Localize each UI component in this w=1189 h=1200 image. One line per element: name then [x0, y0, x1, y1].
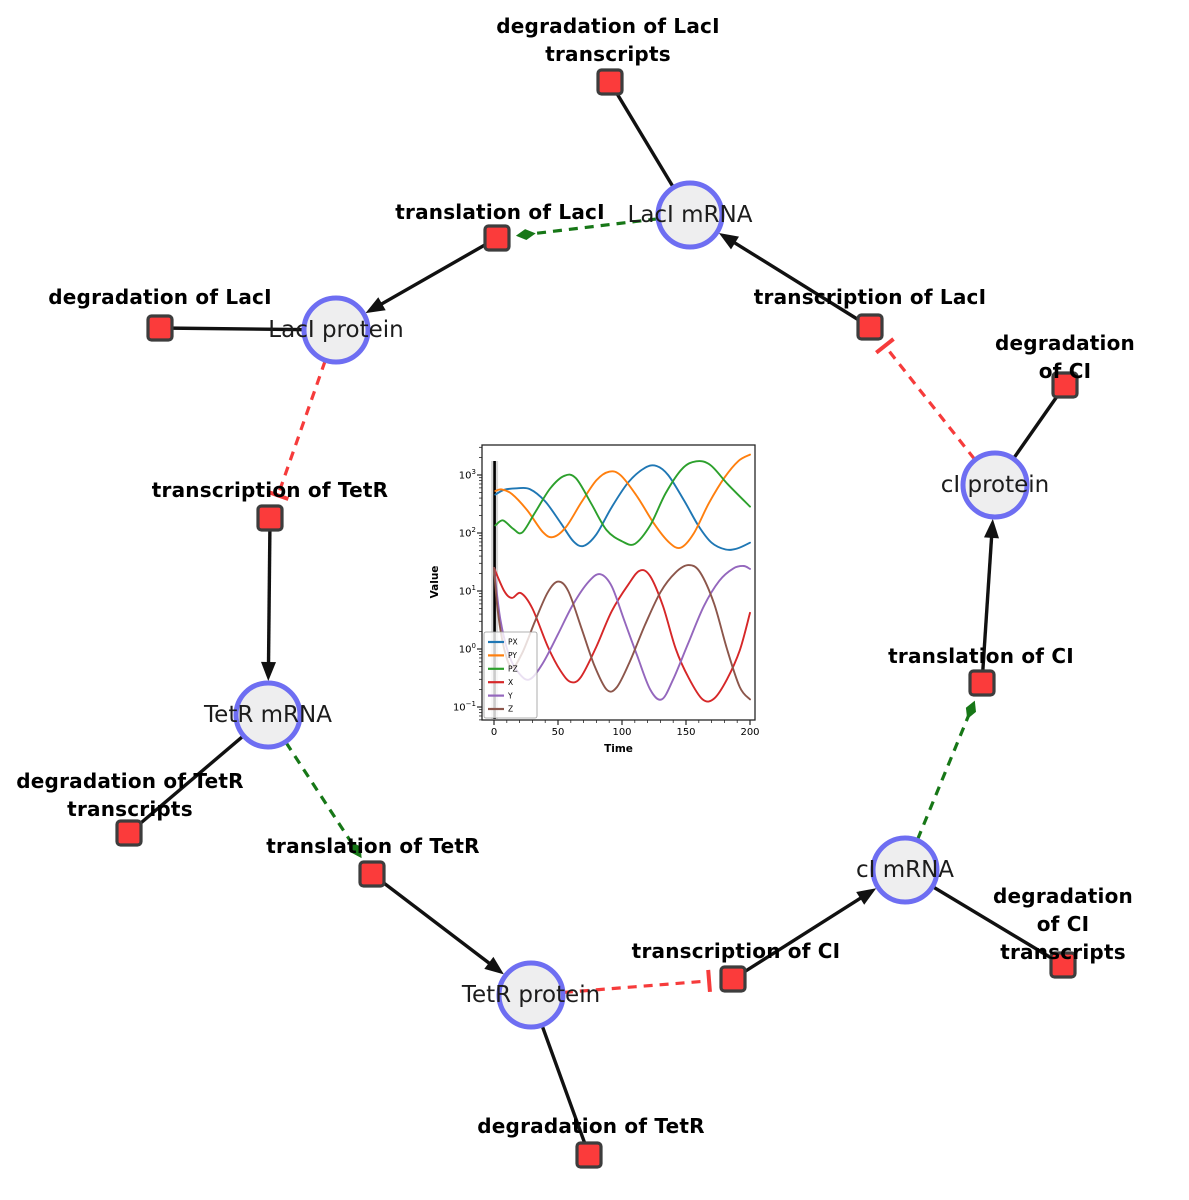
edge-translation-of-tetr-to-tetr-protein: [370, 872, 497, 970]
edge-transcription-of-ci-to-ci-mrna: [732, 892, 868, 981]
reaction-node-degradation-of-tetr-transcripts[interactable]: [115, 819, 143, 847]
x-tick-label: 150: [676, 727, 695, 738]
species-node-ci-mrna[interactable]: [870, 835, 940, 905]
reaction-node-degradation-of-ci[interactable]: [1051, 371, 1079, 399]
series-PZ: [494, 460, 751, 546]
edge-ci-protein-to-transcription-of-laci-tbar-icon: [875, 337, 895, 355]
x-tick-label: 50: [552, 727, 565, 738]
species-node-tetr-protein[interactable]: [496, 960, 566, 1030]
reaction-node-degradation-of-laci-transcripts[interactable]: [596, 68, 624, 96]
edge-laci-mrna-to-translation-of-laci-diamond-icon: [515, 229, 536, 240]
edge-transcription-of-tetr-to-tetr-mrna: [266, 517, 272, 671]
x-tick-label: 0: [491, 727, 497, 738]
y-axis-label: Value: [429, 566, 441, 599]
legend-label-X: X: [508, 678, 513, 687]
legend-label-PX: PX: [508, 638, 518, 647]
y-tick-label: 101: [459, 584, 476, 598]
edge-ci-mrna-to-translation-of-ci-diamond-icon: [965, 700, 976, 720]
edge-transcription-of-tetr-to-tetr-mrna-arrowhead-icon: [261, 661, 276, 681]
edge-ci-mrna-to-translation-of-ci: [916, 712, 971, 841]
legend-label-Y: Y: [507, 691, 513, 700]
legend-label-PZ: PZ: [508, 665, 518, 674]
edge-transcription-of-laci-to-laci-mrna: [727, 237, 871, 329]
edge-translation-of-ci-to-ci-protein: [980, 529, 994, 684]
y-tick-label: 103: [459, 468, 476, 482]
edge-tetr-protein-to-transcription-of-ci-tbar-icon: [706, 969, 712, 993]
species-node-laci-protein[interactable]: [301, 295, 371, 365]
reaction-node-translation-of-tetr[interactable]: [358, 860, 386, 888]
legend-label-Z: Z: [508, 705, 513, 714]
edge-ci-protein-to-transcription-of-laci: [883, 344, 976, 461]
edge-laci-protein-to-transcription-of-tetr: [276, 360, 327, 496]
edge-tetr-mrna-to-translation-of-tetr-diamond-icon: [350, 841, 362, 859]
edge-laci-protein-to-transcription-of-tetr-tbar-icon: [266, 489, 289, 501]
y-tick-label: 100: [459, 642, 476, 656]
edge-tetr-protein-to-transcription-of-ci: [563, 979, 710, 994]
axes-frame: [481, 444, 756, 721]
series-X: [493, 566, 751, 703]
timecourse-inset-chart: 0 50 100 150 200 10−1 100 101 102 103 Time Value PX P…: [426, 434, 778, 770]
x-axis-label: Time: [604, 743, 633, 755]
x-tick-label: 100: [612, 727, 631, 738]
edge-translation-of-tetr-to-tetr-protein-arrowhead-icon: [484, 956, 504, 975]
timecourse-plot: 0 50 100 150 200 10−1 100 101 102 103 Time Value PX P…: [429, 444, 760, 755]
edge-translation-of-laci-to-laci-protein: [374, 236, 498, 310]
series-PX: [494, 464, 751, 551]
reaction-node-translation-of-laci[interactable]: [483, 224, 511, 252]
y-tick-label: 10−1: [453, 700, 476, 714]
series-PY: [494, 453, 751, 549]
reaction-node-degradation-of-tetr[interactable]: [575, 1141, 603, 1169]
edge-translation-of-ci-to-ci-protein-arrowhead-icon: [984, 518, 999, 539]
edge-tetr-mrna-to-translation-of-tetr: [284, 741, 356, 848]
edge-laci-mrna-to-translation-of-laci: [529, 217, 658, 236]
edge-transcription-of-laci-to-laci-mrna-arrowhead-icon: [718, 233, 739, 250]
reaction-node-transcription-of-ci[interactable]: [719, 965, 747, 993]
reaction-node-transcription-of-laci[interactable]: [856, 313, 884, 341]
species-node-ci-protein[interactable]: [960, 450, 1030, 520]
species-node-tetr-mrna[interactable]: [233, 680, 303, 750]
reaction-node-translation-of-ci[interactable]: [968, 669, 996, 697]
y-tick-label: 102: [459, 526, 476, 540]
reaction-node-transcription-of-tetr[interactable]: [256, 504, 284, 532]
legend-label-PY: PY: [508, 651, 517, 660]
reaction-node-degradation-of-ci-transcripts[interactable]: [1049, 951, 1077, 979]
x-tick-label: 200: [740, 727, 759, 738]
edge-translation-of-laci-to-laci-protein-arrowhead-icon: [365, 297, 386, 314]
species-node-laci-mrna[interactable]: [655, 180, 725, 250]
reaction-node-degradation-of-laci[interactable]: [146, 314, 174, 342]
edge-transcription-of-ci-to-ci-mrna-arrowhead-icon: [856, 888, 877, 905]
